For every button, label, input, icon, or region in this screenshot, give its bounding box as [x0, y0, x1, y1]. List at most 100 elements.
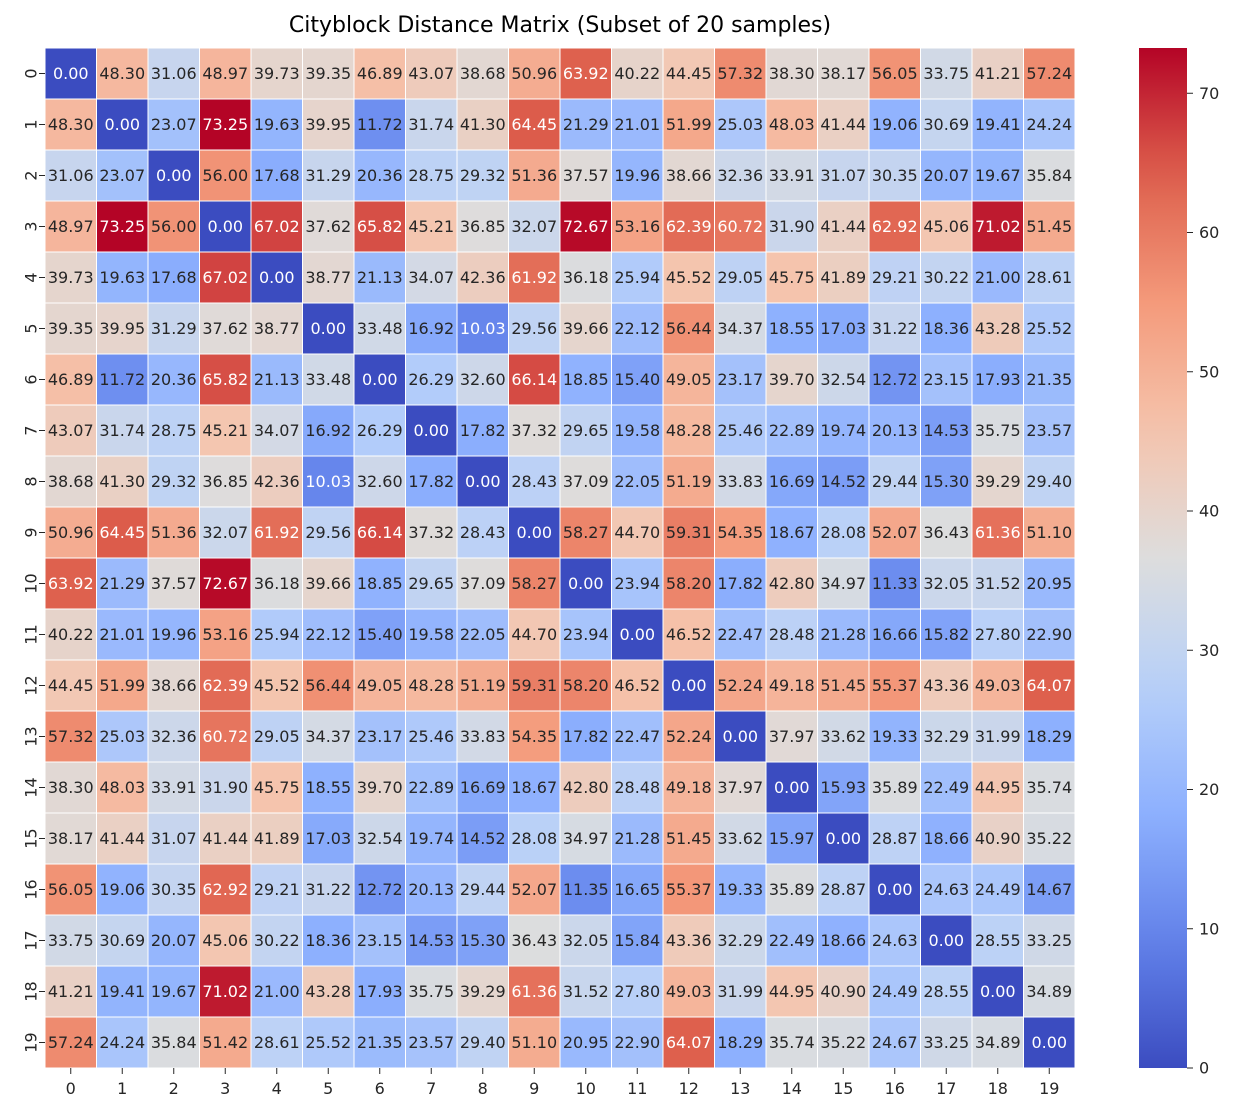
cell-label-4-8: 42.36	[460, 268, 506, 287]
heatmap-cell-9-2	[147, 506, 200, 559]
heatmap-cell-3-9	[508, 200, 561, 253]
cell-label-19-15: 35.22	[820, 1033, 866, 1052]
heatmap-cell-12-18	[971, 659, 1024, 712]
cell-label-8-16: 29.44	[872, 472, 918, 491]
cell-label-16-7: 20.13	[408, 880, 454, 899]
cell-label-9-16: 52.07	[872, 523, 918, 542]
cell-label-16-17: 24.63	[923, 880, 969, 899]
cell-label-4-5: 38.77	[305, 268, 351, 287]
heatmap-cell-3-19	[1023, 200, 1076, 253]
heatmap-cell-1-0	[44, 98, 97, 151]
heatmap-cell-10-16	[868, 557, 921, 610]
cell-label-10-2: 37.57	[151, 574, 197, 593]
y-tick-label-1: 1	[22, 119, 41, 129]
y-tick-label-13: 13	[22, 726, 41, 746]
cell-label-8-9: 28.43	[511, 472, 557, 491]
cell-label-0-17: 33.75	[923, 64, 969, 83]
cell-label-2-13: 32.36	[717, 166, 763, 185]
heatmap-cell-6-5	[302, 353, 355, 406]
heatmap-cell-13-17	[920, 710, 973, 763]
cell-label-14-5: 18.55	[305, 778, 351, 797]
cell-label-6-6: 0.00	[362, 370, 398, 389]
cell-label-9-13: 54.35	[717, 523, 763, 542]
cell-label-12-0: 44.45	[48, 676, 94, 695]
cell-label-4-4: 0.00	[259, 268, 295, 287]
heatmap-cell-9-8	[456, 506, 509, 559]
cell-label-2-12: 38.66	[666, 166, 712, 185]
cell-label-17-18: 28.55	[975, 931, 1021, 950]
cell-label-2-2: 0.00	[156, 166, 192, 185]
cell-label-6-15: 32.54	[820, 370, 866, 389]
heatmap-cell-7-16	[868, 404, 921, 457]
cell-label-15-8: 14.52	[460, 829, 506, 848]
heatmap-cell-12-11	[611, 659, 664, 712]
cell-label-4-1: 19.63	[99, 268, 145, 287]
cell-label-18-18: 0.00	[980, 982, 1016, 1001]
cell-label-12-2: 38.66	[151, 676, 197, 695]
cell-label-9-3: 32.07	[202, 523, 248, 542]
heatmap-cell-14-19	[1023, 761, 1076, 814]
heatmap-cell-2-1	[96, 149, 149, 202]
cell-label-14-2: 33.91	[151, 778, 197, 797]
heatmap-cell-10-11	[611, 557, 664, 610]
cell-label-18-16: 24.49	[872, 982, 918, 1001]
heatmap-cell-1-4	[250, 98, 303, 151]
heatmap-cell-17-0	[44, 914, 97, 967]
heatmap-cell-10-7	[405, 557, 458, 610]
cell-label-5-16: 31.22	[872, 319, 918, 338]
heatmap-cell-7-7	[405, 404, 458, 457]
heatmap-cell-3-15	[817, 200, 870, 253]
cell-label-4-16: 29.21	[872, 268, 918, 287]
cell-label-0-11: 40.22	[614, 64, 660, 83]
cell-label-13-7: 25.46	[408, 727, 454, 746]
heatmap-cell-6-10	[559, 353, 612, 406]
cell-label-10-5: 39.66	[305, 574, 351, 593]
cell-label-5-19: 25.52	[1026, 319, 1072, 338]
heatmap-cell-19-4	[250, 1016, 303, 1069]
cell-label-9-4: 61.92	[254, 523, 300, 542]
x-tick-label-19: 19	[1039, 1079, 1059, 1098]
cell-label-12-3: 62.39	[202, 676, 248, 695]
cell-label-17-12: 43.36	[666, 931, 712, 950]
cell-label-1-6: 11.72	[357, 115, 403, 134]
cell-label-0-2: 31.06	[151, 64, 197, 83]
cell-label-0-6: 46.89	[357, 64, 403, 83]
cell-label-17-13: 32.29	[717, 931, 763, 950]
heatmap-cell-13-11	[611, 710, 664, 763]
heatmap-cell-10-19	[1023, 557, 1076, 610]
cell-label-8-11: 22.05	[614, 472, 660, 491]
heatmap-cell-6-14	[765, 353, 818, 406]
heatmap-cell-17-6	[353, 914, 406, 967]
cell-label-17-10: 32.05	[563, 931, 609, 950]
cell-label-14-7: 22.89	[408, 778, 454, 797]
cell-label-5-3: 37.62	[202, 319, 248, 338]
cell-label-15-7: 19.74	[408, 829, 454, 848]
heatmap-cell-1-6	[353, 98, 406, 151]
cell-label-18-8: 39.29	[460, 982, 506, 1001]
colorbar: 0 10 20 30 40 50 60 70	[1139, 48, 1219, 1078]
cell-label-8-6: 32.60	[357, 472, 403, 491]
heatmap-cell-4-19	[1023, 251, 1076, 304]
cell-label-1-15: 41.44	[820, 115, 866, 134]
heatmap-cell-8-1	[96, 455, 149, 508]
cell-label-16-18: 24.49	[975, 880, 1021, 899]
x-tick-label-0: 0	[66, 1079, 76, 1098]
cell-label-13-16: 19.33	[872, 727, 918, 746]
cell-label-12-6: 49.05	[357, 676, 403, 695]
cell-label-5-7: 16.92	[408, 319, 454, 338]
cell-label-15-14: 15.97	[769, 829, 815, 848]
heatmap-cell-8-2	[147, 455, 200, 508]
heatmap-cell-7-5	[302, 404, 355, 457]
heatmap-cell-0-11	[611, 47, 664, 100]
cell-label-8-14: 16.69	[769, 472, 815, 491]
cell-label-10-0: 63.92	[48, 574, 94, 593]
heatmap-cell-10-12	[662, 557, 715, 610]
heatmap-cell-19-12	[662, 1016, 715, 1069]
cell-label-16-5: 31.22	[305, 880, 351, 899]
heatmap-cell-14-17	[920, 761, 973, 814]
cell-label-14-0: 38.30	[48, 778, 94, 797]
cell-label-3-4: 67.02	[254, 217, 300, 236]
cell-label-18-15: 40.90	[820, 982, 866, 1001]
cell-label-16-11: 16.65	[614, 880, 660, 899]
heatmap-cell-4-17	[920, 251, 973, 304]
